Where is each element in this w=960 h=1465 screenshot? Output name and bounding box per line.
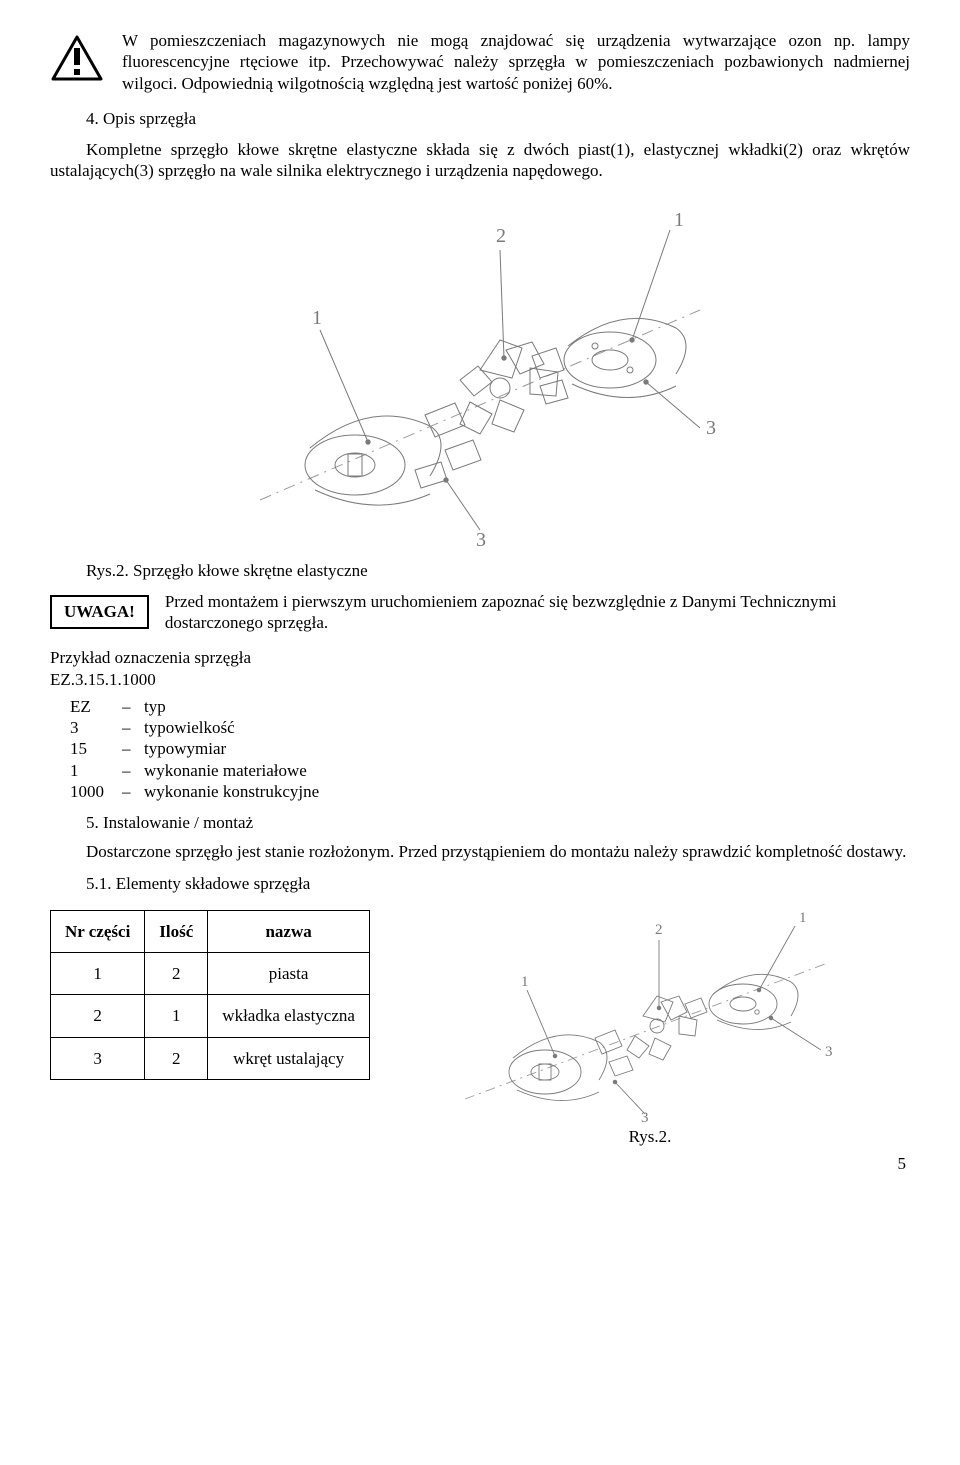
th-name: nazwa (208, 910, 370, 952)
table-row: 2 1 wkładka elastyczna (51, 995, 370, 1037)
cell: 2 (51, 995, 145, 1037)
cell: piasta (208, 953, 370, 995)
fig2b-label-3-right: 3 (825, 1044, 833, 1060)
fig2-label-3-right: 3 (706, 417, 716, 439)
uwaga-text: Przed montażem i pierwszym uruchomieniem… (165, 591, 910, 634)
cell: wkręt ustalający (208, 1037, 370, 1079)
table-row: 3 2 wkręt ustalający (51, 1037, 370, 1079)
th-qty: Ilość (145, 910, 208, 952)
example-row: EZ – typ (70, 696, 910, 717)
fig2-label-3-bottom: 3 (476, 529, 486, 550)
fig2b-label-3-bottom: 3 (641, 1110, 649, 1124)
section-4-heading: 4. Opis sprzęgła (50, 108, 910, 129)
section-5-heading: 5. Instalowanie / montaż (50, 812, 910, 833)
fig2b-label-2: 2 (655, 922, 663, 938)
fig2-label-1-left: 1 (312, 307, 322, 329)
warning-icon (50, 34, 104, 87)
example-val: typowielkość (144, 717, 235, 738)
dash: – (122, 738, 134, 759)
fig2-label-2: 2 (496, 225, 506, 247)
section-4-paragraph: Kompletne sprzęgło kłowe skrętne elastyc… (50, 139, 910, 182)
dash: – (122, 696, 134, 717)
example-row: 3 – typowielkość (70, 717, 910, 738)
para-rest: sprzęgło jest stanie rozłożonym. Przed p… (171, 842, 906, 861)
example-row: 15 – typowymiar (70, 738, 910, 759)
cell: 3 (51, 1037, 145, 1079)
example-key: 1 (70, 760, 112, 781)
example-title: Przykład oznaczenia sprzęgła (50, 647, 910, 668)
figure-2b-caption: Rys.2. (629, 1126, 672, 1147)
example-val: typ (144, 696, 166, 717)
cell: 1 (145, 995, 208, 1037)
dash: – (122, 760, 134, 781)
fig2b-label-1-left: 1 (521, 974, 529, 990)
example-row: 1000 – wykonanie konstrukcyjne (70, 781, 910, 802)
dash: – (122, 717, 134, 738)
figure-2b-diagram: 1 2 1 3 3 Rys.2. (390, 904, 910, 1147)
cell: 2 (145, 953, 208, 995)
example-key: 15 (70, 738, 112, 759)
example-code: EZ.3.15.1.1000 (50, 669, 910, 690)
example-key: 3 (70, 717, 112, 738)
uwaga-label: UWAGA! (50, 595, 149, 628)
cell: wkładka elastyczna (208, 995, 370, 1037)
example-key: 1000 (70, 781, 112, 802)
warning-text: W pomieszczeniach magazynowych nie mogą … (122, 30, 910, 94)
example-row: 1 – wykonanie materiałowe (70, 760, 910, 781)
fig2b-label-1-right: 1 (799, 910, 807, 926)
para-first-word: Kompletne (86, 140, 162, 159)
parts-table: Nr części Ilość nazwa 1 2 piasta 2 1 wkł… (50, 910, 370, 1080)
figure-2-diagram: 1 2 1 3 3 (50, 190, 910, 550)
th-nr: Nr części (51, 910, 145, 952)
para-first-word: Dostarczone (86, 842, 171, 861)
example-val: wykonanie konstrukcyjne (144, 781, 319, 802)
example-val: typowymiar (144, 738, 226, 759)
uwaga-block: UWAGA! Przed montażem i pierwszym urucho… (50, 591, 910, 634)
warning-block: W pomieszczeniach magazynowych nie mogą … (50, 30, 910, 94)
cell: 2 (145, 1037, 208, 1079)
para-rest: sprzęgło kłowe skrętne elastyczne składa… (50, 140, 910, 180)
example-val: wykonanie materiałowe (144, 760, 307, 781)
page-number: 5 (50, 1153, 910, 1174)
section-5-paragraph: Dostarczone sprzęgło jest stanie rozłożo… (50, 841, 910, 862)
example-key: EZ (70, 696, 112, 717)
example-list: EZ – typ 3 – typowielkość 15 – typowymia… (50, 696, 910, 802)
table-row: 1 2 piasta (51, 953, 370, 995)
dash: – (122, 781, 134, 802)
section-5-1-heading: 5.1. Elementy składowe sprzęgła (86, 873, 910, 894)
fig2-label-1-right: 1 (674, 209, 684, 231)
figure-2-caption: Rys.2. Sprzęgło kłowe skrętne elastyczne (86, 560, 910, 581)
cell: 1 (51, 953, 145, 995)
